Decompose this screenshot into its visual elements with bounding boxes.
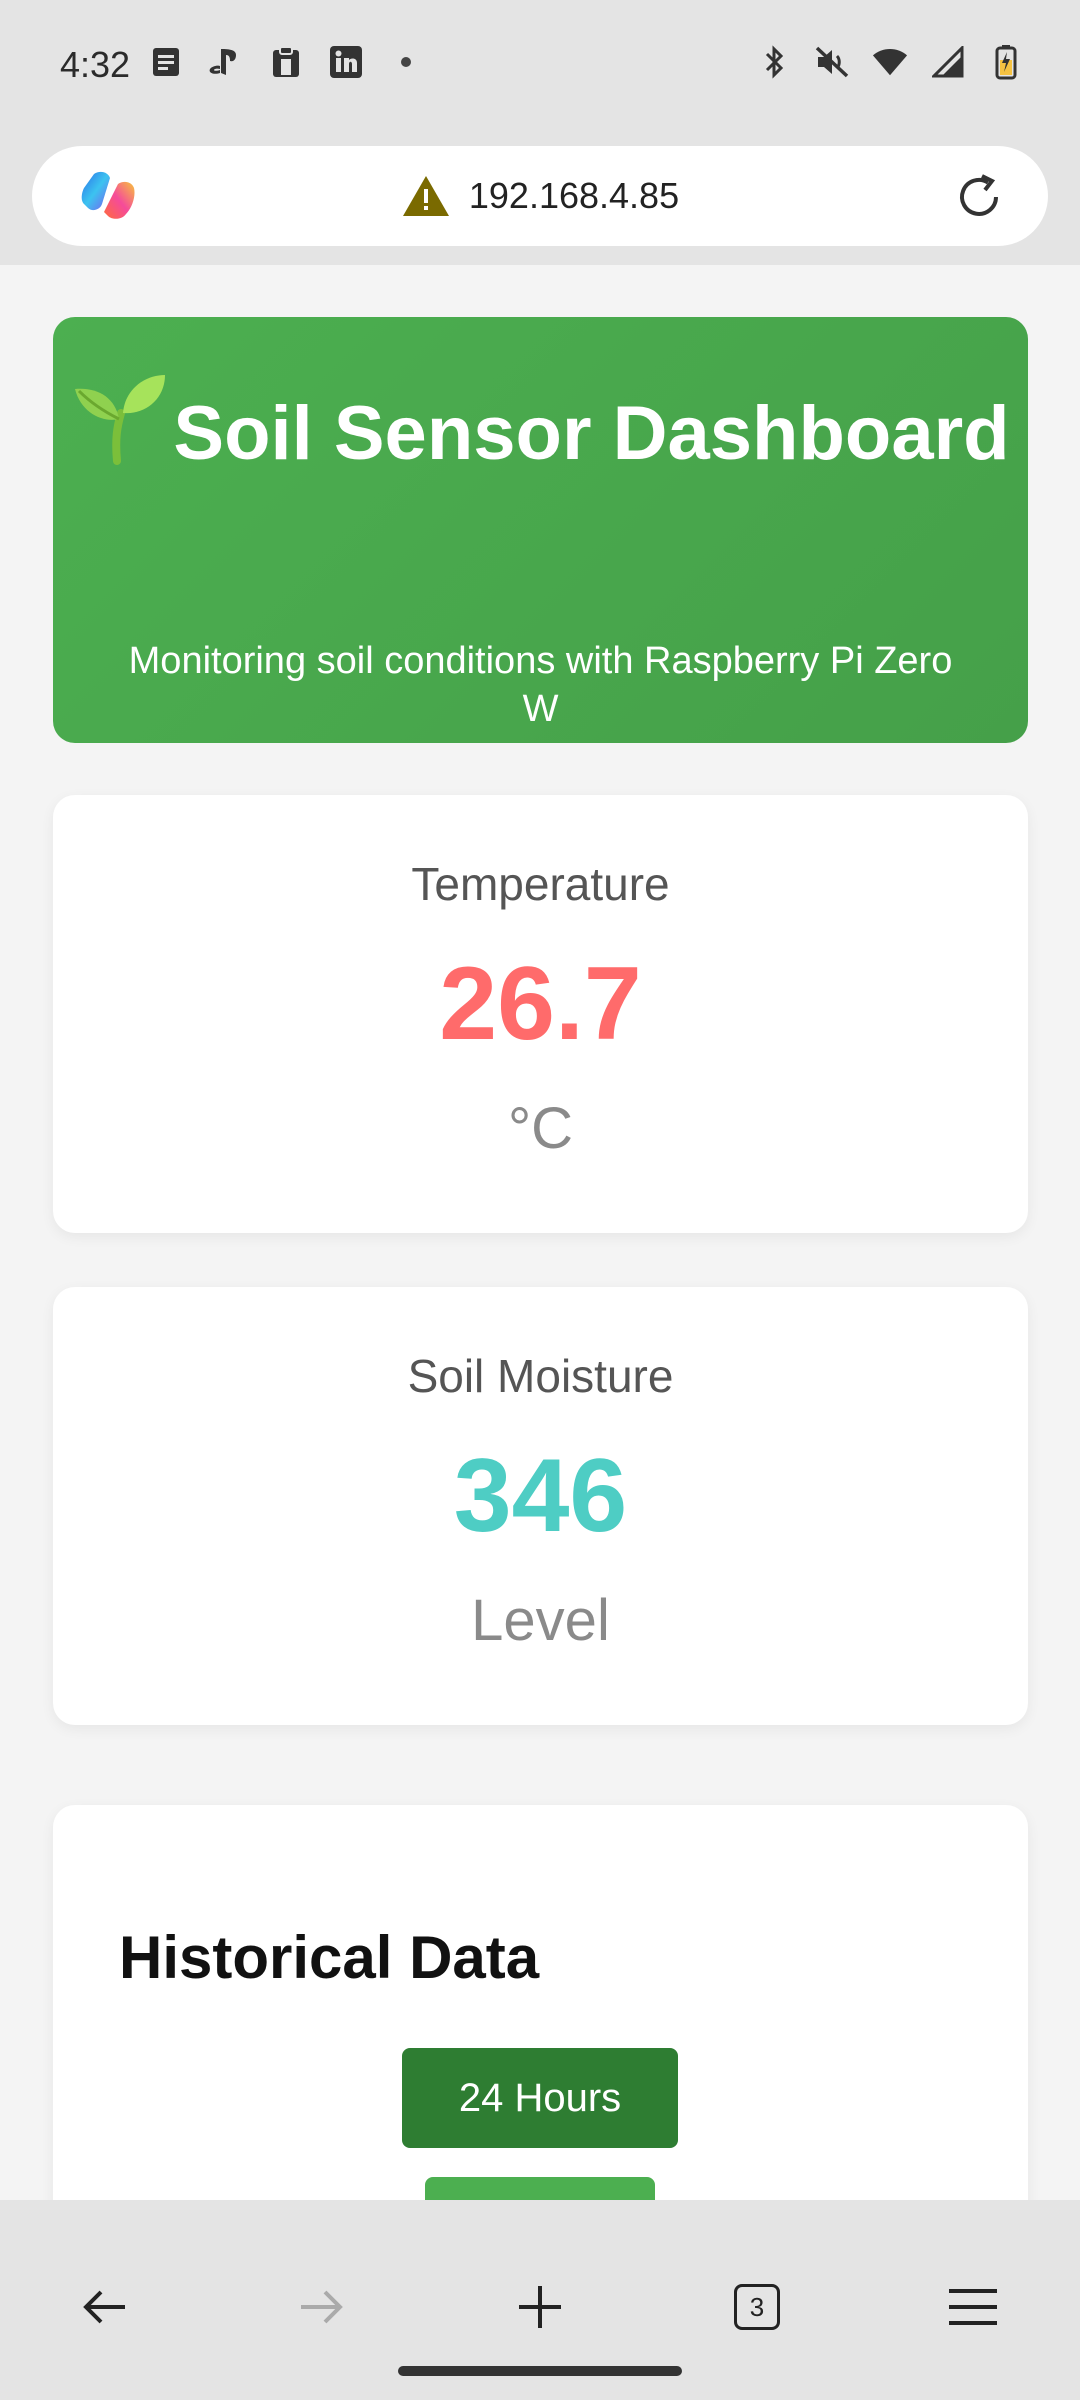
historical-data-card: Historical Data 24 Hours [53, 1805, 1028, 2200]
system-icons [756, 44, 1024, 80]
linkedin-icon [328, 44, 364, 80]
reload-button[interactable] [952, 170, 1006, 224]
dot-icon [388, 44, 424, 80]
forward-button[interactable] [276, 2262, 366, 2352]
bluetooth-icon [756, 44, 792, 80]
url-display[interactable]: 192.168.4.85 [32, 146, 1048, 246]
page-content[interactable]: Soil Sensor Dashboard Monitoring soil co… [0, 265, 1080, 2200]
back-button[interactable] [60, 2262, 150, 2352]
signal-icon [930, 44, 966, 80]
url-text: 192.168.4.85 [468, 175, 680, 216]
soil-moisture-value: 346 [453, 1438, 628, 1554]
temperature-label: Temperature [411, 858, 670, 910]
wifi-icon [872, 44, 908, 80]
tab-count: 3 [734, 2284, 780, 2330]
range-button[interactable] [425, 2177, 655, 2200]
back-arrow-icon [83, 2290, 125, 2324]
historical-data-title: Historical Data [119, 1924, 540, 1991]
browser-address-bar: 192.168.4.85 [0, 130, 1080, 265]
browser-toolbar: 3 [0, 2200, 1080, 2400]
forward-arrow-icon [301, 2290, 343, 2324]
plus-icon [519, 2286, 561, 2328]
warning-icon [402, 176, 449, 216]
page-subtitle: Monitoring soil conditions with Raspberr… [128, 640, 953, 730]
home-indicator[interactable] [398, 2366, 682, 2376]
new-tab-button[interactable] [495, 2262, 585, 2352]
menu-button[interactable] [928, 2262, 1018, 2352]
soil-moisture-label: Soil Moisture [407, 1350, 674, 1402]
soil-moisture-unit: Level [471, 1588, 610, 1653]
menu-icon [949, 2289, 997, 2325]
clipboard-icon [268, 44, 304, 80]
temperature-unit: °C [507, 1096, 574, 1161]
mute-icon [814, 44, 850, 80]
page-title: Soil Sensor Dashboard [53, 369, 1028, 483]
temperature-card: Temperature 26.7 °C [53, 795, 1028, 1233]
temperature-value: 26.7 [439, 946, 642, 1062]
seedling-icon [75, 375, 166, 465]
dashboard-header: Soil Sensor Dashboard Monitoring soil co… [53, 317, 1028, 743]
range-24-hours-button[interactable]: 24 Hours [402, 2048, 678, 2148]
playstation-icon [208, 44, 244, 80]
battery-icon [988, 44, 1024, 80]
reload-icon [960, 174, 998, 216]
notification-icons [148, 44, 424, 80]
title-text: Soil Sensor Dashboard [173, 391, 1010, 476]
status-time: 4:32 [60, 44, 131, 85]
copilot-logo-icon[interactable] [74, 170, 144, 222]
url-field[interactable]: 192.168.4.85 [32, 146, 1048, 246]
tabs-button[interactable]: 3 [712, 2262, 802, 2352]
soil-moisture-card: Soil Moisture 346 Level [53, 1287, 1028, 1725]
status-bar: 4:32 [0, 0, 1080, 130]
notes-icon [148, 44, 184, 80]
